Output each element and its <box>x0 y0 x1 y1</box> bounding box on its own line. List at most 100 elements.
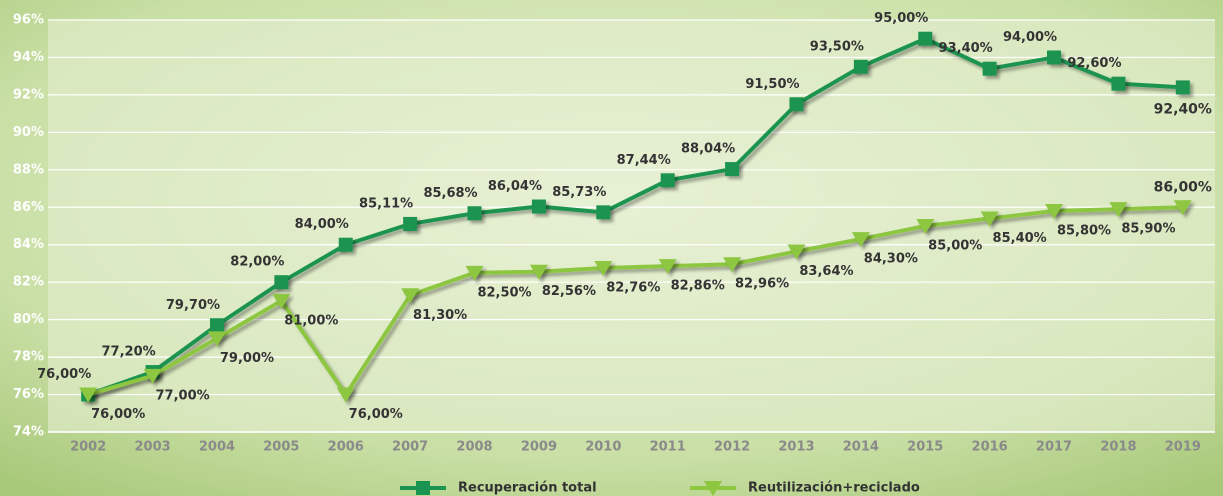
data-label: 85,90% <box>1121 222 1175 237</box>
data-label: 82,50% <box>477 285 531 300</box>
data-label: 93,40% <box>939 41 993 56</box>
marker <box>207 331 226 347</box>
data-label: 82,96% <box>735 277 789 292</box>
data-label: 87,44% <box>617 153 671 168</box>
y-tick-label: 90% <box>13 125 44 140</box>
marker <box>594 260 613 276</box>
marker <box>336 387 355 403</box>
series-line <box>87 205 1183 397</box>
legend-label: Reutilización+reciclado <box>748 481 920 496</box>
data-label: 79,70% <box>166 298 220 313</box>
data-label: 81,30% <box>413 308 467 323</box>
y-tick-label: 92% <box>13 87 44 102</box>
data-label: 93,50% <box>810 39 864 54</box>
marker <box>789 97 804 112</box>
legend-item: Reutilización+reciclado <box>690 481 920 496</box>
marker <box>467 206 482 221</box>
data-label: 85,73% <box>552 185 606 200</box>
x-tick-label: 2017 <box>1036 440 1072 455</box>
marker <box>79 387 98 403</box>
data-label: 76,00% <box>349 407 403 422</box>
marker <box>403 216 418 231</box>
marker <box>143 368 162 384</box>
marker <box>272 293 291 309</box>
y-tick-label: 74% <box>13 425 44 440</box>
data-label: 91,50% <box>745 77 799 92</box>
series-line <box>87 36 1183 397</box>
marker <box>209 318 224 333</box>
marker <box>1111 76 1126 91</box>
data-label: 82,86% <box>671 279 725 294</box>
x-tick-label: 2019 <box>1165 440 1201 455</box>
data-label: 81,00% <box>284 313 338 328</box>
data-label: 79,00% <box>220 351 274 366</box>
x-tick-label: 2014 <box>843 440 879 455</box>
x-tick-label: 2003 <box>134 440 170 455</box>
data-label: 77,20% <box>102 345 156 360</box>
data-label: 94,00% <box>1003 30 1057 45</box>
marker <box>723 257 742 273</box>
data-label: 95,00% <box>874 11 928 26</box>
x-tick-label: 2012 <box>714 440 750 455</box>
x-tick-label: 2002 <box>70 440 106 455</box>
data-label: 88,04% <box>681 142 735 157</box>
y-tick-label: 96% <box>13 13 44 28</box>
data-label: 84,00% <box>295 217 349 232</box>
data-label: 85,40% <box>993 231 1047 246</box>
y-tick-label: 94% <box>13 50 44 65</box>
data-label: 86,00% <box>1154 179 1212 195</box>
y-tick-label: 76% <box>13 387 44 402</box>
marker <box>401 288 420 304</box>
marker <box>853 59 868 74</box>
legend-item: Recuperación total <box>400 481 597 496</box>
data-label: 92,40% <box>1154 101 1212 117</box>
marker <box>787 244 806 260</box>
x-tick-label: 2006 <box>328 440 364 455</box>
data-label: 82,76% <box>606 280 660 295</box>
marker <box>338 237 353 252</box>
marker <box>660 173 675 188</box>
series <box>81 31 1190 402</box>
marker <box>916 219 935 234</box>
marker <box>465 265 484 281</box>
data-label: 85,80% <box>1057 224 1111 239</box>
marker <box>918 31 933 46</box>
marker <box>1045 204 1064 220</box>
y-tick-label: 86% <box>13 200 44 215</box>
y-tick-label: 84% <box>13 237 44 252</box>
y-tick-label: 88% <box>13 162 44 177</box>
marker <box>658 259 677 275</box>
y-tick-label: 82% <box>13 275 44 290</box>
marker <box>1175 80 1190 95</box>
marker <box>851 232 870 248</box>
x-tick-label: 2016 <box>972 440 1008 455</box>
marker <box>1109 202 1128 218</box>
x-tick-label: 2013 <box>778 440 814 455</box>
marker <box>982 61 997 76</box>
x-tick-label: 2015 <box>907 440 943 455</box>
data-label: 85,11% <box>359 196 413 211</box>
marker <box>529 264 548 280</box>
data-label: 84,30% <box>864 252 918 267</box>
y-tick-label: 80% <box>13 312 44 327</box>
marker <box>596 205 611 220</box>
data-label: 77,00% <box>156 388 210 403</box>
marker <box>1047 50 1062 65</box>
data-label: 86,04% <box>488 179 542 194</box>
data-label: 85,68% <box>423 186 477 201</box>
series <box>79 200 1192 403</box>
data-label: 92,60% <box>1067 56 1121 71</box>
legend-marker <box>704 481 722 496</box>
marker <box>274 275 289 290</box>
data-label: 82,00% <box>230 255 284 270</box>
x-tick-label: 2009 <box>521 440 557 455</box>
legend-label: Recuperación total <box>458 481 597 496</box>
x-tick-label: 2018 <box>1100 440 1136 455</box>
x-tick-label: 2011 <box>650 440 686 455</box>
data-label: 76,00% <box>91 407 145 422</box>
legend-marker <box>416 481 430 495</box>
y-tick-label: 78% <box>13 350 44 365</box>
marker <box>980 211 999 227</box>
plot-area <box>48 20 1215 432</box>
